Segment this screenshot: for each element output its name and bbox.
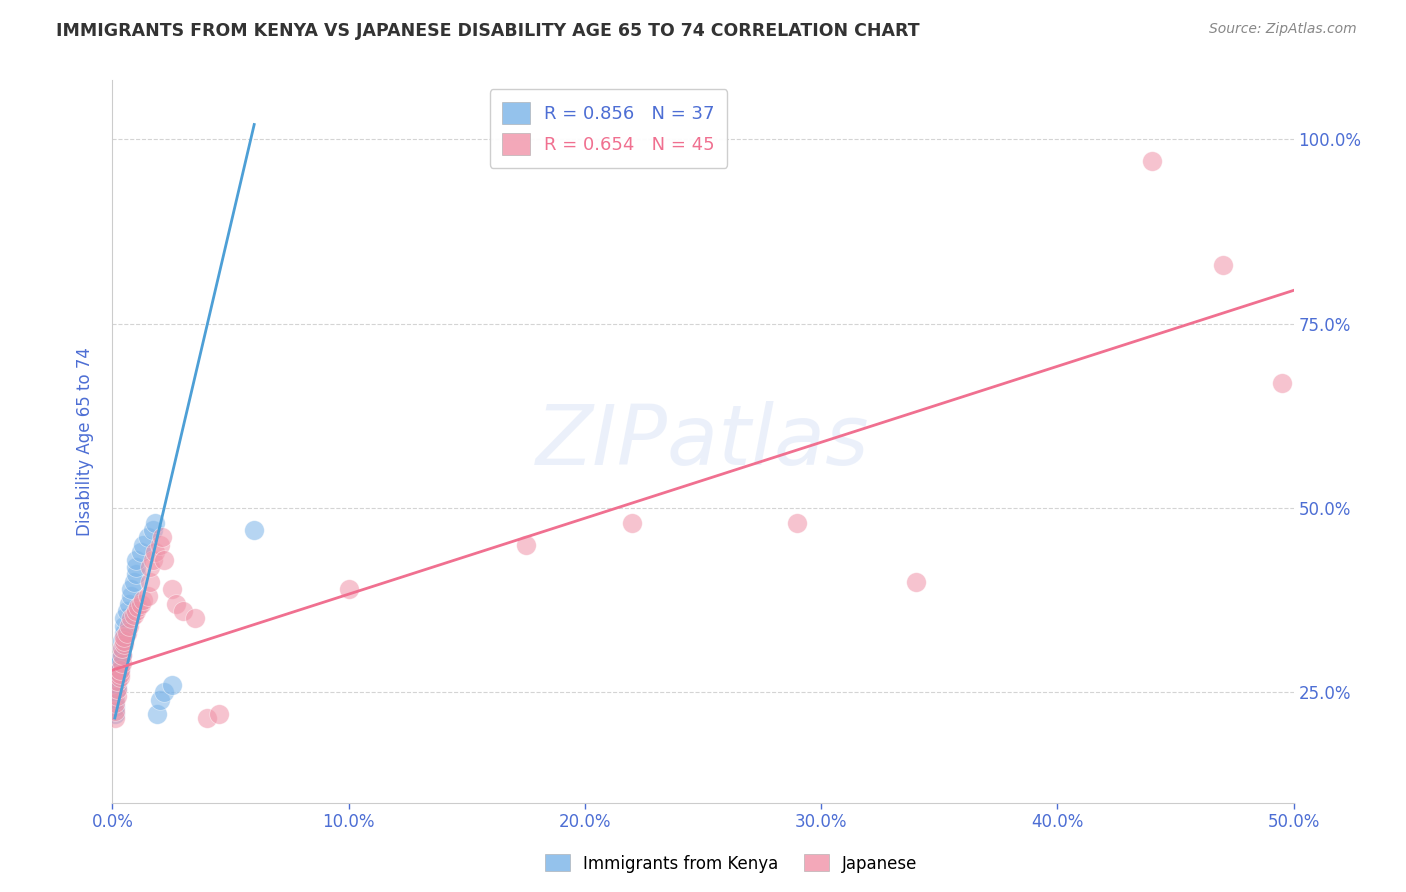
Point [105, 670, 128, 684]
Point [243, 523, 266, 537]
Point [105, 681, 128, 696]
Point [108, 652, 131, 666]
Point [1212, 258, 1234, 272]
Point [142, 523, 165, 537]
Point [112, 626, 135, 640]
Point [104, 707, 127, 722]
Text: ZIPatlas: ZIPatlas [536, 401, 870, 482]
Y-axis label: Disability Age 65 to 74: Disability Age 65 to 74 [76, 347, 94, 536]
Point [112, 630, 135, 644]
Point [136, 530, 159, 544]
Point [104, 711, 127, 725]
Point [129, 597, 152, 611]
Point [139, 560, 162, 574]
Point [108, 659, 131, 673]
Point [112, 619, 135, 633]
Point [165, 597, 187, 611]
Point [112, 637, 135, 651]
Point [1140, 154, 1163, 169]
Point [142, 552, 165, 566]
Point [125, 560, 148, 574]
Point [139, 574, 162, 589]
Point [150, 530, 173, 544]
Point [105, 666, 128, 681]
Point [153, 552, 176, 566]
Point [143, 545, 166, 559]
Point [125, 567, 148, 582]
Point [184, 611, 207, 625]
Point [122, 607, 145, 622]
Point [160, 582, 183, 596]
Point [122, 574, 145, 589]
Point [104, 692, 127, 706]
Text: IMMIGRANTS FROM KENYA VS JAPANESE DISABILITY AGE 65 TO 74 CORRELATION CHART: IMMIGRANTS FROM KENYA VS JAPANESE DISABI… [56, 22, 920, 40]
Point [160, 678, 183, 692]
Point [120, 582, 142, 596]
Point [105, 678, 128, 692]
Point [105, 674, 128, 689]
Point [129, 545, 152, 559]
Point [104, 704, 127, 718]
Point [115, 626, 138, 640]
Point [127, 600, 149, 615]
Legend: Immigrants from Kenya, Japanese: Immigrants from Kenya, Japanese [538, 847, 924, 880]
Point [153, 685, 176, 699]
Point [108, 666, 131, 681]
Point [104, 685, 127, 699]
Point [108, 670, 131, 684]
Point [111, 633, 134, 648]
Point [108, 656, 131, 670]
Point [195, 711, 218, 725]
Point [146, 707, 169, 722]
Point [111, 648, 134, 663]
Point [208, 707, 231, 722]
Point [621, 516, 644, 530]
Point [111, 640, 134, 655]
Point [172, 604, 194, 618]
Point [111, 656, 134, 670]
Point [111, 640, 134, 655]
Point [112, 611, 135, 625]
Point [105, 681, 128, 696]
Point [111, 648, 134, 663]
Point [136, 590, 159, 604]
Point [118, 597, 141, 611]
Point [337, 582, 360, 596]
Point [132, 538, 155, 552]
Point [125, 552, 148, 566]
Legend: R = 0.856   N = 37, R = 0.654   N = 45: R = 0.856 N = 37, R = 0.654 N = 45 [489, 89, 727, 168]
Point [105, 674, 128, 689]
Point [115, 604, 138, 618]
Point [125, 604, 148, 618]
Point [149, 538, 172, 552]
Point [105, 689, 128, 703]
Point [112, 633, 135, 648]
Point [108, 663, 131, 677]
Point [120, 590, 142, 604]
Point [149, 692, 172, 706]
Text: Source: ZipAtlas.com: Source: ZipAtlas.com [1209, 22, 1357, 37]
Point [515, 538, 537, 552]
Point [104, 696, 127, 710]
Point [904, 574, 927, 589]
Point [108, 663, 131, 677]
Point [1271, 376, 1294, 390]
Point [143, 516, 166, 530]
Point [118, 619, 141, 633]
Point [104, 700, 127, 714]
Point [120, 611, 142, 625]
Point [786, 516, 808, 530]
Point [132, 593, 155, 607]
